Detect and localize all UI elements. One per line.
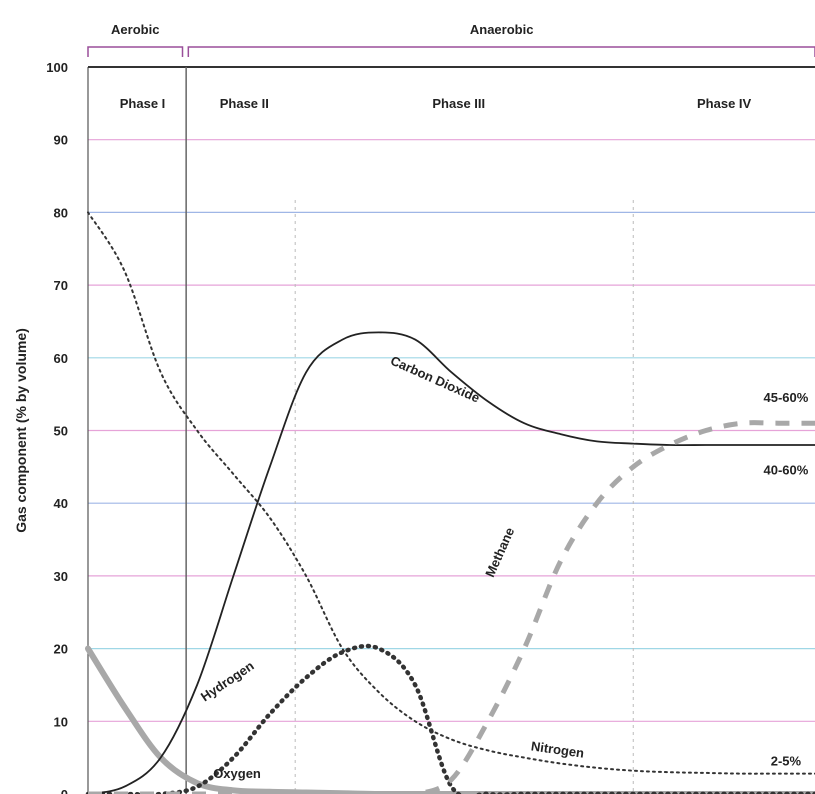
bracket-label: Anaerobic (470, 22, 534, 37)
y-tick-label: 80 (54, 205, 68, 220)
phase-label: Phase II (220, 96, 269, 111)
range-label: 40-60% (764, 462, 809, 477)
series-label: Carbon Dioxide (388, 353, 482, 406)
y-tick-label: 50 (54, 424, 68, 439)
bracket-label: Aerobic (111, 22, 159, 37)
y-tick-label: 40 (54, 496, 68, 511)
phase-label: Phase I (120, 96, 166, 111)
range-label: 45-60% (764, 390, 809, 405)
series-label: Methane (482, 525, 517, 579)
series-label: Hydrogen (198, 658, 257, 704)
series-line-hydrogen (85, 643, 815, 794)
y-tick-label: 20 (54, 642, 68, 657)
series-line-carbon-dioxide (87, 331, 815, 794)
y-tick-label: 100 (46, 60, 68, 75)
series-label: Nitrogen (530, 738, 585, 760)
series-line-oxygen (85, 645, 815, 794)
series-line-nitrogen (87, 211, 815, 775)
y-tick-label: 90 (54, 133, 68, 148)
bracket-line (187, 46, 815, 57)
phase-label: Phase IV (697, 96, 752, 111)
y-tick-label: 0 (61, 787, 68, 794)
y-tick-label: 60 (54, 351, 68, 366)
range-label: 2-5% (771, 753, 802, 768)
axis-layer: 0 10 20 30 40 50 60 70 80 90 100 Gas component (% b… (13, 60, 815, 794)
y-tick-label: 30 (54, 569, 68, 584)
phase-layer: Phase I Phase II Phase III Phase IV Aerobic A… (87, 22, 815, 794)
annotation-layer: Carbon Dioxide Methane Hydrogen Nitrogen Oxy… (198, 353, 809, 781)
series-line-methane (88, 420, 815, 794)
phase-label: Phase III (432, 96, 485, 111)
bracket-line (87, 46, 184, 57)
y-axis-label: Gas component (% by volume) (13, 328, 29, 533)
y-tick-label: 10 (54, 714, 68, 729)
series-label: Oxygen (213, 766, 261, 781)
series-layer (85, 211, 815, 794)
y-tick-label: 70 (54, 278, 68, 293)
